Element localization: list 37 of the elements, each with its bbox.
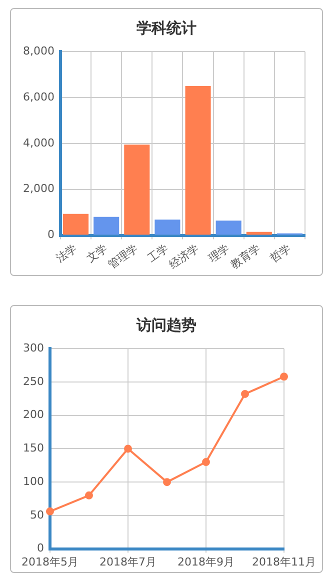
bar (216, 220, 242, 235)
y-tick-label: 200 (22, 408, 44, 422)
y-tick-label: 100 (22, 474, 44, 488)
y-tick-label: 250 (22, 374, 44, 388)
bar (154, 220, 180, 235)
point (84, 491, 93, 500)
bar (246, 232, 272, 235)
point (163, 478, 171, 486)
x-tick-label: 2018年5月 (21, 555, 78, 568)
y-tick-label: 50 (30, 508, 44, 522)
y-tick-label: 2,000 (22, 182, 54, 196)
y-tick-label: 4,000 (22, 136, 54, 150)
point (46, 507, 54, 516)
x-tick-label: 2018年11月 (252, 555, 316, 568)
x-tick-label: 法学 (54, 242, 80, 266)
y-tick-label: 0 (36, 542, 44, 555)
point (124, 444, 132, 453)
chart-title: 学科统计 (136, 18, 198, 39)
bar (62, 214, 89, 235)
x-tick-label: 经济学 (166, 242, 202, 272)
chart-title: 访问趋势 (135, 315, 198, 336)
bar (185, 86, 211, 235)
x-tick-label: 2018年9月 (178, 555, 234, 568)
point (280, 372, 288, 381)
y-tick-label: 150 (22, 442, 44, 455)
y-tick-label: 6,000 (22, 90, 54, 104)
bar (94, 216, 120, 235)
y-tick-label: 8,000 (22, 44, 54, 58)
point (202, 458, 210, 466)
x-tick-label: 哲学 (268, 242, 294, 266)
x-tick-label: 2018年7月 (100, 555, 156, 568)
x-tick-label: 管理学 (106, 242, 140, 272)
point (241, 390, 250, 398)
y-tick-label: 0 (47, 228, 54, 242)
bar (124, 144, 150, 235)
y-tick-label: 300 (22, 341, 44, 354)
x-tick-label: 教育学 (228, 242, 263, 272)
